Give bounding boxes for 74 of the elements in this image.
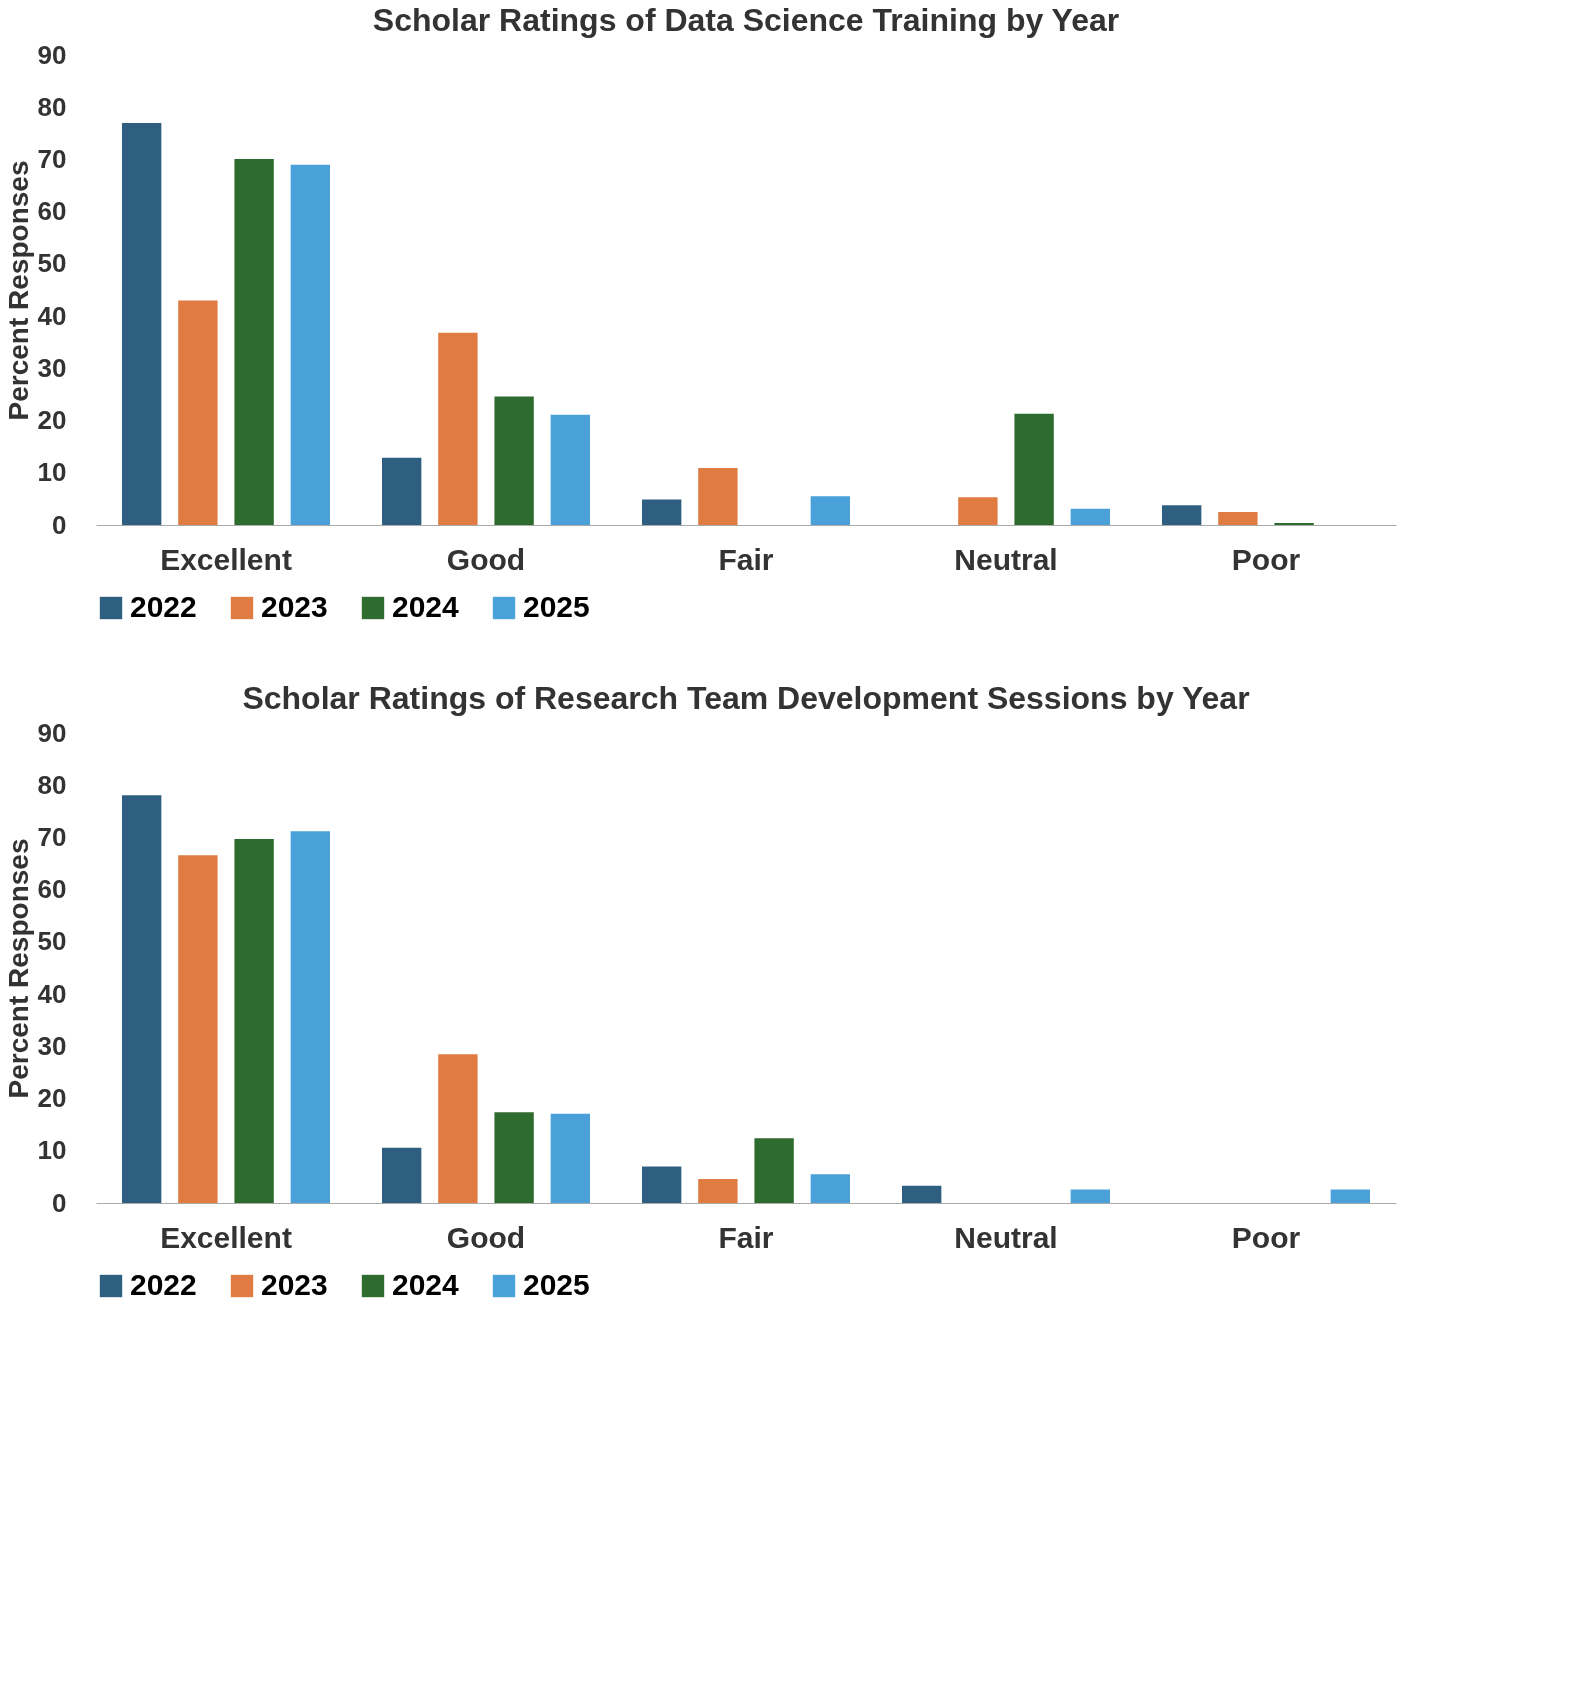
bar [1162,505,1202,525]
bar [810,496,850,525]
bar [902,1185,942,1203]
bar [958,497,998,525]
y-tick-label: 30 [37,1030,67,1061]
bar [1274,522,1314,525]
legend-label: 2022 [130,590,197,623]
y-tick-label: 60 [37,874,67,905]
chart-title: Scholar Ratings of Research Team Development Sessions by Year [242,680,1250,716]
x-tick-label: Neutral [954,542,1058,576]
x-tick-label: Poor [1231,1220,1301,1254]
y-tick-label: 60 [37,196,67,227]
chart-title: Scholar Ratings of Data Science Training by Year [372,2,1120,38]
bar [234,158,274,525]
x-tick-label: Excellent [160,542,292,576]
y-tick-label: 70 [37,143,67,174]
bar [1330,1189,1370,1203]
legend-label: 2022 [130,1268,197,1301]
bar [494,396,534,525]
bar [1014,413,1054,525]
legend-label: 2024 [392,1268,460,1301]
bar [642,1166,682,1203]
x-tick-label: Fair [718,542,774,576]
x-tick-label: Good [446,1220,526,1254]
bar [290,164,330,525]
bar [810,1174,850,1203]
y-tick-label: 30 [37,352,67,383]
y-tick-label: 20 [37,405,67,436]
bar [550,414,590,525]
legend-label: 2023 [261,1268,328,1301]
bar [1218,511,1258,525]
y-tick-label: 40 [37,300,67,331]
bar [178,300,218,525]
x-tick-label: Fair [718,1220,774,1254]
y-tick-label: 0 [52,1187,67,1218]
bar [642,499,682,525]
y-tick-label: 90 [37,717,67,748]
y-tick-label: 50 [37,926,67,957]
x-tick-label: Good [446,542,526,576]
bar [382,1147,422,1203]
x-tick-label: Neutral [954,1220,1058,1254]
y-tick-label: 80 [37,769,67,800]
x-tick-label: Excellent [160,1220,292,1254]
legend-label: 2025 [523,1268,590,1301]
y-tick-label: 0 [52,509,67,540]
bar [178,855,218,1203]
y-tick-label: 20 [37,1083,67,1114]
y-tick-label: 80 [37,91,67,122]
bar [754,1138,794,1203]
bar [438,1054,478,1203]
bar [122,795,162,1203]
y-tick-label: 40 [37,978,67,1009]
y-tick-label: 50 [37,248,67,279]
legend-label: 2023 [261,590,328,623]
legend-label: 2024 [392,590,460,623]
y-tick-label: 10 [37,457,67,488]
bar [698,468,738,525]
bar [438,332,478,525]
y-axis-title: Percent Responses [2,160,34,421]
bar [290,831,330,1203]
y-tick-label: 70 [37,821,67,852]
x-tick-label: Poor [1231,542,1301,576]
y-axis-title: Percent Responses [2,838,34,1099]
bar [1070,508,1110,525]
bar [122,122,162,525]
bar [382,457,422,525]
bar [494,1112,534,1203]
y-tick-label: 90 [37,39,67,70]
y-tick-label: 10 [37,1135,67,1166]
legend-label: 2025 [523,590,590,623]
bar [234,839,274,1203]
bar [698,1178,738,1203]
bar [1070,1189,1110,1203]
bar [550,1113,590,1203]
